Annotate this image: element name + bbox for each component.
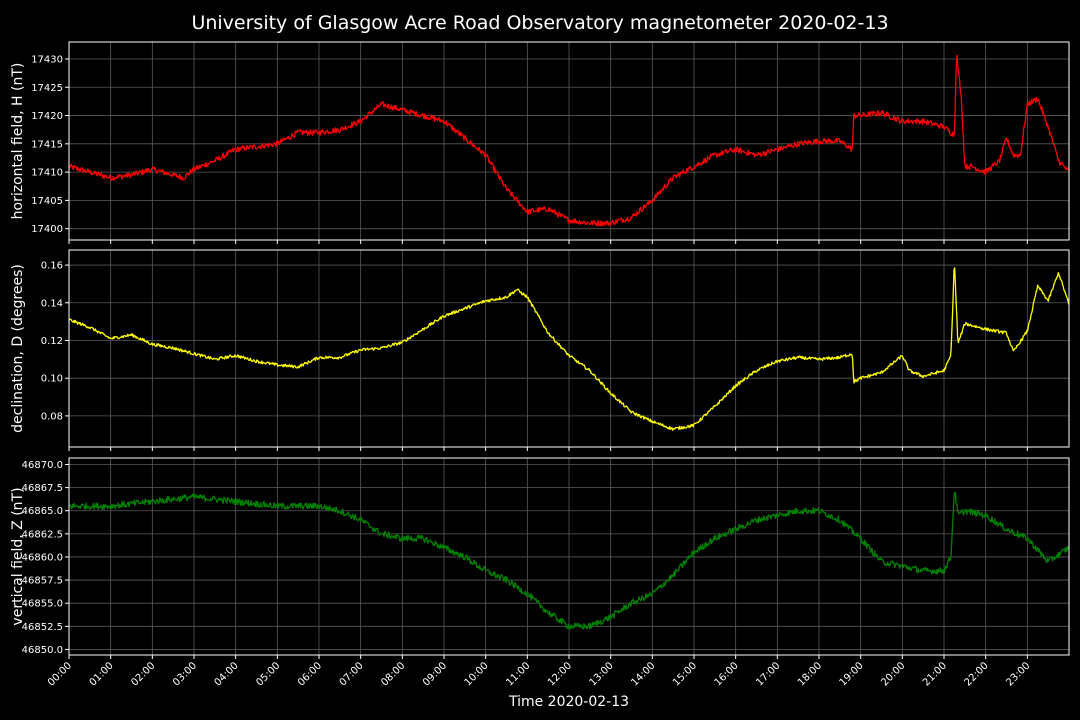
plot-frame [68, 41, 1070, 241]
y-tick-label: 46855.0 [22, 599, 63, 610]
x-tick-label: 08:00 [379, 660, 407, 688]
x-tick-label: 02:00 [129, 660, 157, 688]
y-tick-label: 46857.5 [22, 576, 63, 587]
panel-2: 0.08 0.10 0.12 0.14 0.16 declination, D (degr… [10, 249, 1070, 451]
x-tick-label: 15:00 [671, 660, 699, 688]
x-tick-label: 14:00 [629, 660, 657, 688]
y-tick-label: 46870.0 [22, 460, 63, 471]
series-line [68, 267, 1070, 431]
panel-3: 00:00 01:00 02:00 03:00 04:00 05:00 06:00 07:00… [10, 457, 1070, 689]
y-tick-label: 0.12 [41, 336, 63, 347]
x-tick-label: 11:00 [504, 660, 532, 688]
x-tick-label: 12:00 [546, 660, 574, 688]
y-axis-label: declination, D (degrees) [10, 264, 26, 433]
x-tick-label: 04:00 [213, 660, 241, 688]
x-tick-label: 09:00 [421, 660, 449, 688]
x-tick-label: 05:00 [254, 660, 282, 688]
x-tick-label: 16:00 [713, 660, 741, 688]
plot-frame [68, 457, 1070, 656]
y-tick-label: 46850.0 [22, 645, 63, 656]
y-tick-label: 17430 [31, 54, 63, 65]
y-tick-label: 46862.5 [22, 529, 63, 540]
x-tick-label: 21:00 [921, 660, 949, 688]
y-tick-label: 46865.0 [22, 506, 63, 517]
x-tick-label: 10:00 [463, 660, 491, 688]
x-tick-label: 06:00 [296, 660, 324, 688]
series-line [68, 491, 1070, 630]
y-axis-label: vertical field, Z (nT) [10, 487, 26, 625]
y-tick-label: 46860.0 [22, 552, 63, 563]
y-tick-label: 0.16 [41, 261, 63, 272]
plot-frame [68, 249, 1070, 448]
series-line [68, 54, 1070, 227]
x-tick-label: 00:00 [46, 660, 74, 688]
x-tick-label: 18:00 [796, 660, 824, 688]
panel-1: 17400 17405 17410 17415 17420 17425 17430 horiz… [10, 41, 1070, 244]
y-tick-label: 17415 [31, 139, 63, 150]
x-tick-label: 03:00 [171, 660, 199, 688]
y-axis-label: horizontal field, H (nT) [10, 63, 26, 220]
y-tick-label: 17425 [31, 83, 63, 94]
y-tick-label: 17400 [31, 224, 63, 235]
y-tick-label: 46867.5 [22, 483, 63, 494]
x-tick-label: 13:00 [588, 660, 616, 688]
y-tick-label: 17420 [31, 111, 63, 122]
y-tick-label: 0.14 [41, 298, 63, 309]
x-tick-label: 20:00 [879, 660, 907, 688]
y-tick-label: 0.10 [41, 374, 63, 385]
x-tick-label: 22:00 [963, 660, 991, 688]
y-tick-label: 17405 [31, 196, 63, 207]
y-tick-label: 0.08 [41, 411, 63, 422]
y-tick-label: 17410 [31, 168, 63, 179]
x-axis-label: Time 2020-02-13 [508, 694, 629, 710]
x-tick-label: 07:00 [338, 660, 366, 688]
x-tick-label: 17:00 [754, 660, 782, 688]
y-tick-label: 46852.5 [22, 622, 63, 633]
x-tick-label: 19:00 [838, 660, 866, 688]
x-tick-label: 01:00 [88, 660, 116, 688]
x-tick-label: 23:00 [1004, 660, 1032, 688]
chart-title: University of Glasgow Acre Road Observat… [191, 12, 888, 34]
